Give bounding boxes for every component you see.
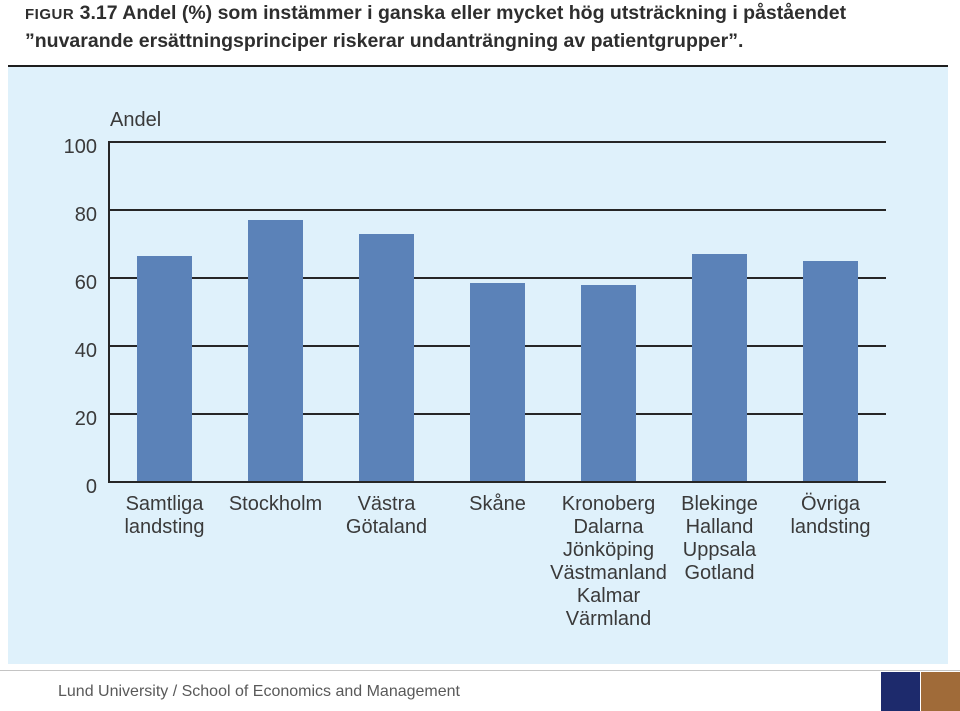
y-tick-label: 0	[85, 476, 97, 498]
bar	[137, 255, 192, 482]
y-tick-label: 20	[74, 408, 97, 430]
footer-institution: Lund University / School of Economics an…	[58, 683, 460, 700]
y-axis-line	[108, 141, 110, 483]
bar	[359, 233, 414, 482]
x-tick-label: Skåne	[469, 493, 526, 515]
x-axis-baseline	[109, 481, 886, 483]
figure-label: FIGUR	[25, 6, 75, 23]
x-tick-label: Blekinge Halland Uppsala Gotland	[681, 493, 758, 584]
y-tick-label: 40	[74, 340, 97, 362]
y-tick-label: 100	[63, 136, 97, 158]
figure-number: 3.17	[79, 2, 118, 24]
figure-title: FIGUR 3.17 Andel (%) som instämmer i gan…	[25, 0, 955, 55]
gridline	[109, 141, 886, 143]
x-tick-label: Stockholm	[228, 493, 323, 515]
y-tick-label: 80	[74, 204, 97, 226]
x-tick-label: Kronoberg Dalarna Jönköping Västmanland …	[550, 493, 667, 630]
bar	[692, 254, 747, 482]
footer-divider	[0, 670, 960, 671]
x-tick-label: Övriga landsting	[790, 493, 871, 538]
chart-title: Andel (%) som instämmer i ganska eller m…	[25, 2, 847, 52]
y-tick-label: 60	[74, 272, 97, 294]
x-tick-label: Västra Götaland	[345, 493, 428, 538]
gridline	[109, 209, 886, 211]
chart-panel: Andel 0 20 40 60 80 100 Samtliga landsting Stoc…	[8, 65, 948, 664]
x-tick-label: Samtliga landsting	[124, 493, 205, 538]
bar	[803, 261, 858, 482]
bar	[581, 284, 636, 482]
bar	[470, 283, 525, 482]
brand-block-navy	[881, 672, 920, 711]
bar	[248, 220, 303, 482]
gridline	[109, 277, 886, 279]
brand-block-copper	[921, 672, 960, 711]
y-axis-title: Andel	[110, 109, 162, 131]
